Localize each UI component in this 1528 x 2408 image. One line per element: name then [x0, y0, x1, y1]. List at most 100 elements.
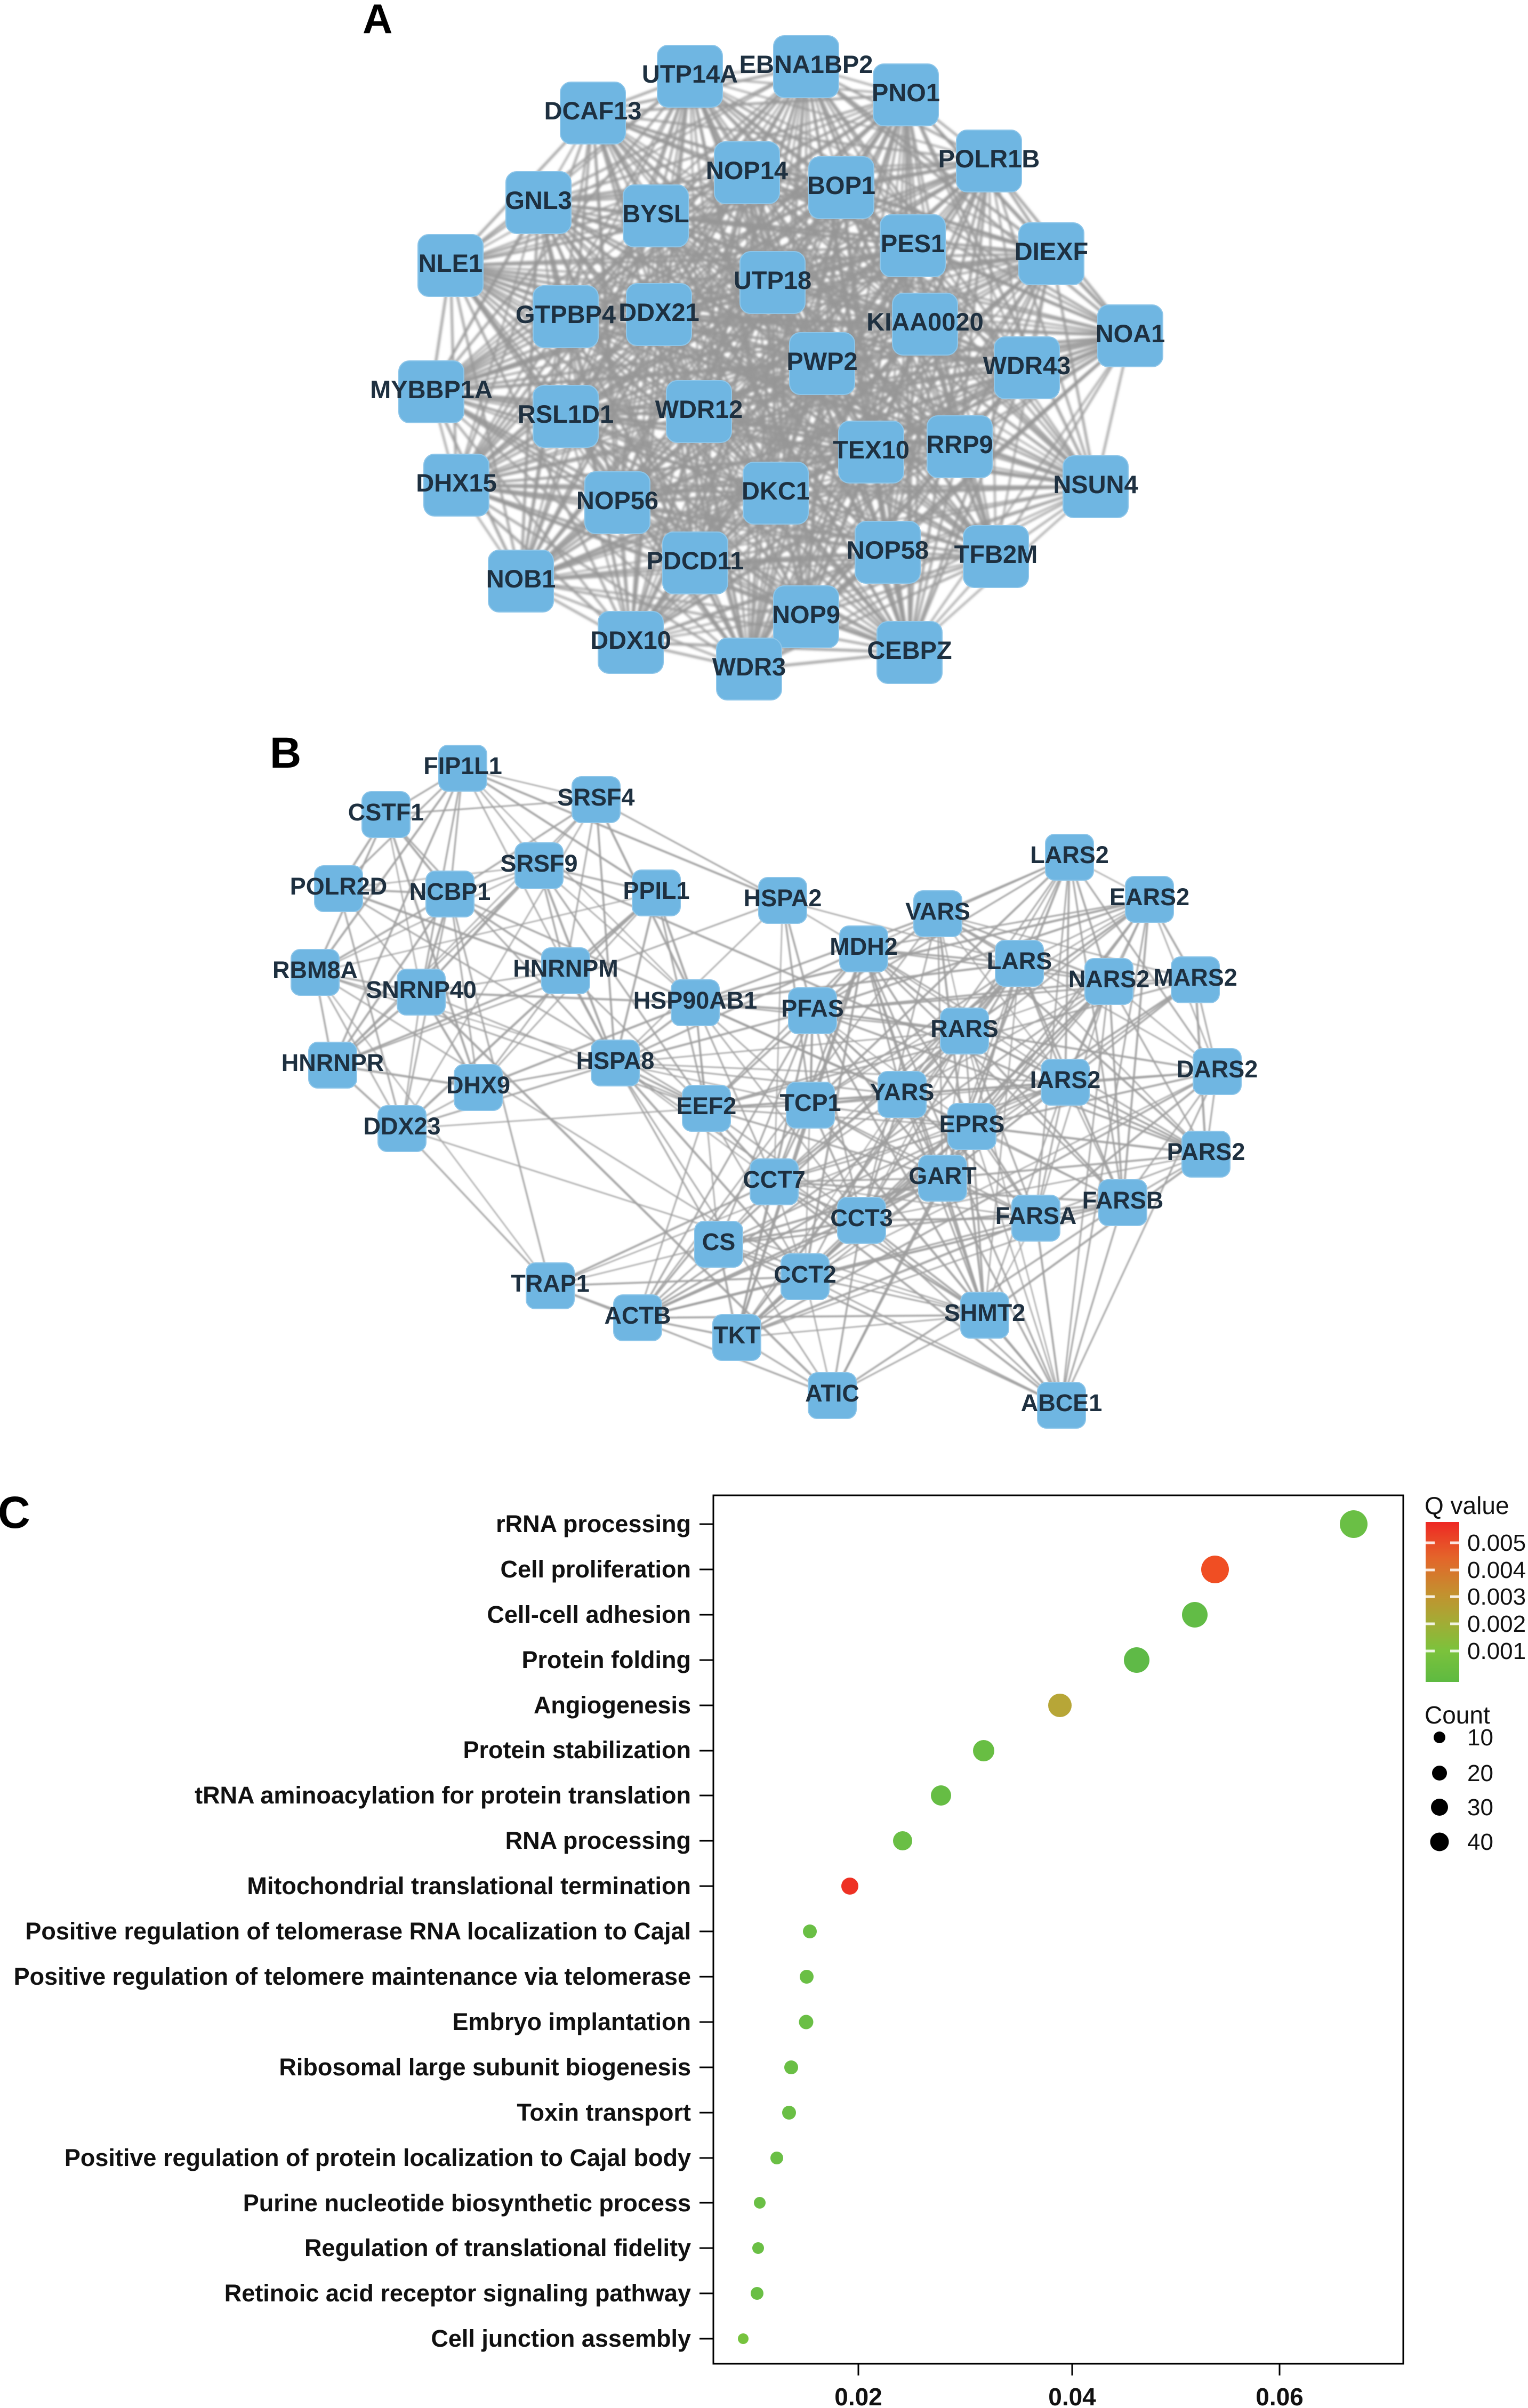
svg-text:DHX9: DHX9	[446, 1072, 510, 1099]
svg-text:B: B	[270, 729, 301, 777]
svg-text:NARS2: NARS2	[1068, 965, 1150, 993]
svg-text:Purine nucleotide biosynthetic: Purine nucleotide biosynthetic process	[243, 2189, 691, 2217]
svg-text:DIEXF: DIEXF	[1015, 237, 1088, 265]
svg-text:Retinoic acid receptor signali: Retinoic acid receptor signaling pathway	[224, 2280, 691, 2307]
svg-text:DDX21: DDX21	[618, 298, 699, 326]
svg-text:Toxin transport: Toxin transport	[517, 2099, 691, 2126]
svg-text:SRSF4: SRSF4	[557, 784, 634, 811]
svg-text:HSPA2: HSPA2	[744, 884, 822, 912]
svg-text:PPIL1: PPIL1	[623, 877, 689, 904]
svg-text:MARS2: MARS2	[1153, 964, 1237, 991]
svg-text:TRAP1: TRAP1	[511, 1270, 590, 1297]
svg-text:MYBBP1A: MYBBP1A	[370, 375, 493, 404]
svg-text:NOB1: NOB1	[486, 565, 556, 593]
svg-text:RRP9: RRP9	[926, 430, 993, 458]
svg-text:FARSA: FARSA	[995, 1202, 1077, 1229]
svg-text:0.02: 0.02	[834, 2383, 882, 2408]
svg-text:DDX23: DDX23	[363, 1113, 440, 1140]
svg-text:EEF2: EEF2	[677, 1092, 737, 1120]
svg-text:CCT7: CCT7	[743, 1166, 806, 1193]
svg-text:HSP90AB1: HSP90AB1	[633, 987, 758, 1014]
svg-text:KIAA0020: KIAA0020	[866, 308, 983, 336]
svg-text:NOA1: NOA1	[1096, 319, 1165, 348]
svg-text:DHX15: DHX15	[416, 469, 497, 497]
svg-text:GART: GART	[908, 1162, 977, 1189]
svg-text:C: C	[0, 1487, 30, 1537]
svg-text:10: 10	[1467, 1725, 1493, 1751]
svg-text:PARS2: PARS2	[1167, 1138, 1245, 1165]
svg-text:NOP14: NOP14	[706, 156, 788, 184]
svg-text:Positive regulation of telomer: Positive regulation of telomere maintena…	[14, 1963, 691, 1990]
svg-text:PDCD11: PDCD11	[647, 546, 744, 575]
svg-text:VARS: VARS	[905, 898, 970, 925]
svg-text:HNRNPM: HNRNPM	[513, 955, 618, 982]
svg-text:0.004: 0.004	[1467, 1557, 1526, 1583]
svg-text:0.002: 0.002	[1467, 1611, 1526, 1637]
svg-text:POLR1B: POLR1B	[938, 144, 1040, 173]
svg-text:HNRNPR: HNRNPR	[282, 1049, 384, 1076]
svg-text:A: A	[363, 0, 392, 42]
svg-text:Regulation of translational fi: Regulation of translational fidelity	[304, 2234, 691, 2261]
svg-text:GNL3: GNL3	[505, 186, 572, 214]
svg-text:TKT: TKT	[713, 1322, 760, 1349]
svg-text:RBM8A: RBM8A	[272, 956, 358, 984]
svg-text:DKC1: DKC1	[742, 477, 810, 505]
svg-text:0.06: 0.06	[1256, 2383, 1304, 2408]
svg-text:POLR2D: POLR2D	[290, 873, 388, 900]
svg-text:SNRNP40: SNRNP40	[366, 976, 477, 1003]
svg-text:MDH2: MDH2	[830, 933, 898, 960]
svg-text:CCT2: CCT2	[774, 1261, 837, 1288]
svg-text:IARS2: IARS2	[1030, 1066, 1101, 1093]
svg-text:Positive regulation of protein: Positive regulation of protein localizat…	[65, 2144, 691, 2171]
svg-text:PWP2: PWP2	[786, 347, 857, 375]
svg-text:DARS2: DARS2	[1177, 1056, 1258, 1083]
svg-text:LARS: LARS	[987, 947, 1052, 975]
svg-text:Q value: Q value	[1425, 1492, 1509, 1519]
svg-text:FIP1L1: FIP1L1	[423, 752, 502, 779]
svg-text:FARSB: FARSB	[1082, 1187, 1164, 1214]
svg-text:0.001: 0.001	[1467, 1638, 1526, 1664]
svg-text:30: 30	[1467, 1794, 1493, 1821]
svg-text:WDR3: WDR3	[712, 653, 786, 681]
svg-text:PFAS: PFAS	[781, 995, 844, 1022]
svg-text:NOP56: NOP56	[576, 486, 658, 514]
svg-text:SRSF9: SRSF9	[500, 850, 577, 877]
svg-text:CSTF1: CSTF1	[348, 799, 424, 826]
svg-text:Cell proliferation: Cell proliferation	[500, 1556, 691, 1583]
svg-text:0.003: 0.003	[1467, 1584, 1526, 1610]
svg-text:0.005: 0.005	[1467, 1530, 1526, 1556]
svg-text:NCBP1: NCBP1	[409, 878, 491, 905]
svg-text:EPRS: EPRS	[939, 1110, 1005, 1138]
svg-text:TCP1: TCP1	[779, 1089, 841, 1116]
svg-text:TFB2M: TFB2M	[954, 540, 1038, 568]
svg-text:RARS: RARS	[930, 1015, 999, 1042]
svg-text:NOP58: NOP58	[847, 536, 929, 564]
svg-text:UTP18: UTP18	[734, 266, 811, 294]
svg-text:Protein stabilization: Protein stabilization	[463, 1736, 691, 1763]
svg-text:DDX10: DDX10	[590, 626, 671, 654]
svg-text:BOP1: BOP1	[807, 171, 875, 199]
svg-text:Positive regulation of telomer: Positive regulation of telomerase RNA lo…	[25, 1918, 691, 1945]
svg-text:Angiogenesis: Angiogenesis	[534, 1692, 691, 1719]
svg-text:RNA processing: RNA processing	[505, 1827, 691, 1854]
svg-text:BYSL: BYSL	[622, 199, 689, 228]
svg-text:0.04: 0.04	[1048, 2383, 1096, 2408]
svg-text:NLE1: NLE1	[419, 249, 482, 277]
svg-text:Cell junction assembly: Cell junction assembly	[431, 2325, 691, 2352]
svg-text:PNO1: PNO1	[872, 78, 940, 107]
svg-text:DCAF13: DCAF13	[544, 96, 642, 125]
svg-text:EBNA1BP2: EBNA1BP2	[739, 50, 873, 78]
svg-text:CS: CS	[702, 1228, 736, 1255]
svg-text:rRNA processing: rRNA processing	[496, 1510, 691, 1537]
svg-text:LARS2: LARS2	[1030, 841, 1109, 868]
svg-text:Protein folding: Protein folding	[522, 1646, 691, 1673]
svg-text:TEX10: TEX10	[833, 436, 910, 464]
svg-text:EARS2: EARS2	[1109, 883, 1189, 911]
svg-text:Cell-cell adhesion: Cell-cell adhesion	[487, 1601, 691, 1628]
svg-text:PES1: PES1	[881, 229, 945, 257]
svg-text:Mitochondrial translational te: Mitochondrial translational termination	[247, 1872, 691, 1899]
svg-text:NOP9: NOP9	[772, 600, 840, 629]
svg-text:YARS: YARS	[870, 1078, 935, 1106]
svg-text:SHMT2: SHMT2	[944, 1299, 1026, 1326]
svg-text:tRNA aminoacylation for protei: tRNA aminoacylation for protein translat…	[195, 1782, 691, 1809]
